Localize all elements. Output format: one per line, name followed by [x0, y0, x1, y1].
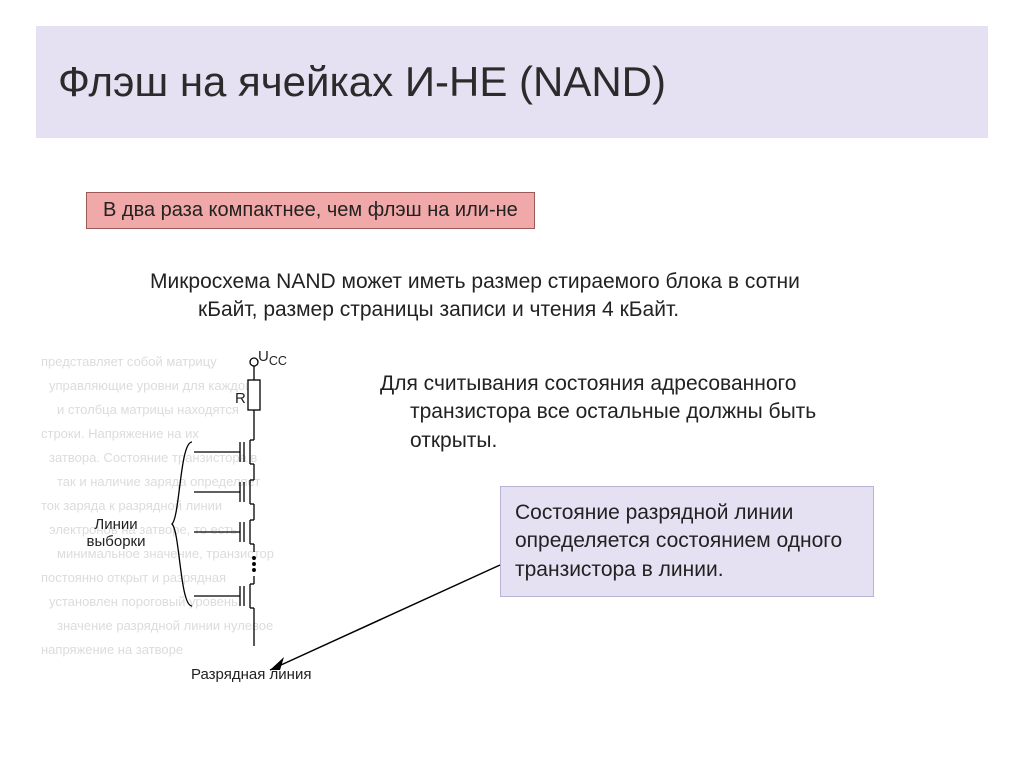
- body-paragraph-line2: кБайт, размер страницы записи и чтения 4…: [150, 296, 920, 324]
- side-paragraph-line2: транзистора все остальные должны быть: [380, 398, 920, 426]
- callout-compactness: В два раза компактнее, чем флэш на или-н…: [86, 192, 535, 229]
- body-paragraph-line1: Микросхема NAND может иметь размер стира…: [150, 270, 800, 293]
- side-paragraph-line3: открыты.: [380, 427, 920, 455]
- pointer-arrow: [250, 560, 510, 720]
- side-paragraph-line1: Для считывания состояния адресованного: [380, 372, 796, 395]
- body-paragraph: Микросхема NAND может иметь размер стира…: [150, 268, 920, 325]
- side-paragraph: Для считывания состояния адресованного т…: [380, 370, 920, 455]
- callout-bitline-state: Состояние разрядной линии определяется с…: [500, 486, 874, 597]
- title-band: Флэш на ячейках И-НЕ (NAND): [36, 26, 988, 138]
- page-title: Флэш на ячейках И-НЕ (NAND): [58, 58, 666, 106]
